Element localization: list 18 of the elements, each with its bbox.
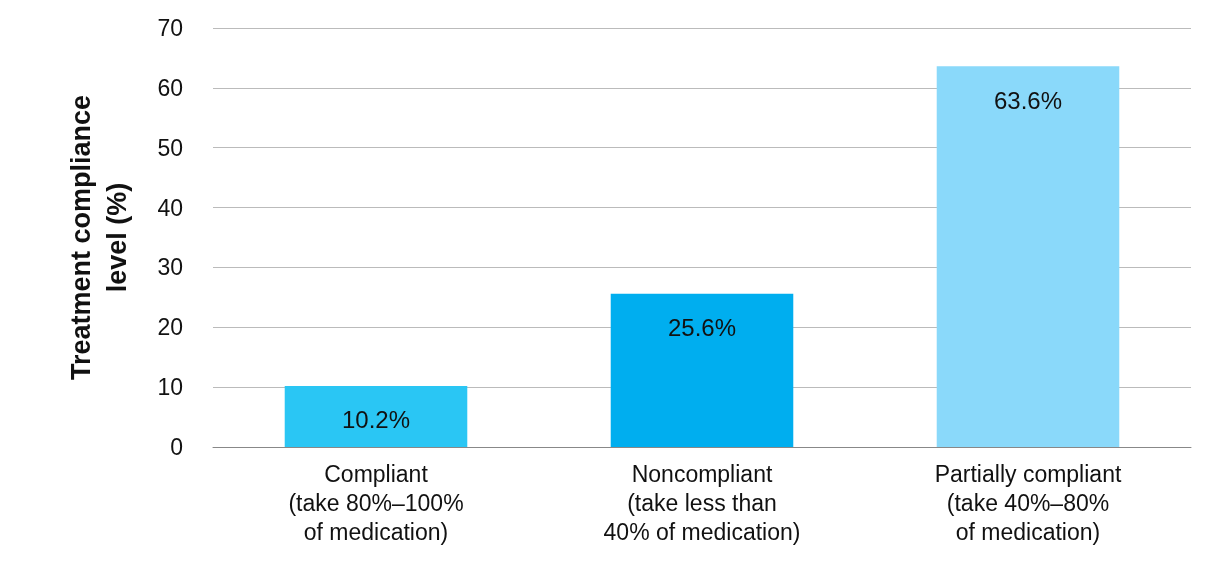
bar [936, 66, 1120, 447]
x-tick-label: Partially compliant (take 40%–80% of medication) [934, 460, 1122, 545]
y-tick-label: 10 [157, 374, 183, 401]
y-tick-label: 20 [157, 314, 183, 341]
data-label: 63.6% [993, 86, 1063, 114]
y-tick-label: 50 [157, 134, 183, 161]
y-tick-label: 30 [157, 254, 183, 281]
data-label: 10.2% [341, 406, 411, 434]
data-label: 25.6% [667, 314, 737, 342]
y-tick-label: 60 [157, 74, 183, 101]
y-axis-title: Treatment compliance level (%) [66, 94, 132, 381]
y-tick-label: 70 [157, 15, 183, 41]
bar [610, 293, 794, 447]
x-tick-label: Noncompliant (take less than 40% of medication) [603, 460, 801, 545]
x-tick-label: Compliant (take 80%–100% of medication) [288, 460, 464, 545]
bar [284, 385, 468, 447]
y-tick-label: 40 [157, 194, 183, 221]
y-tick-label: 0 [170, 434, 183, 460]
